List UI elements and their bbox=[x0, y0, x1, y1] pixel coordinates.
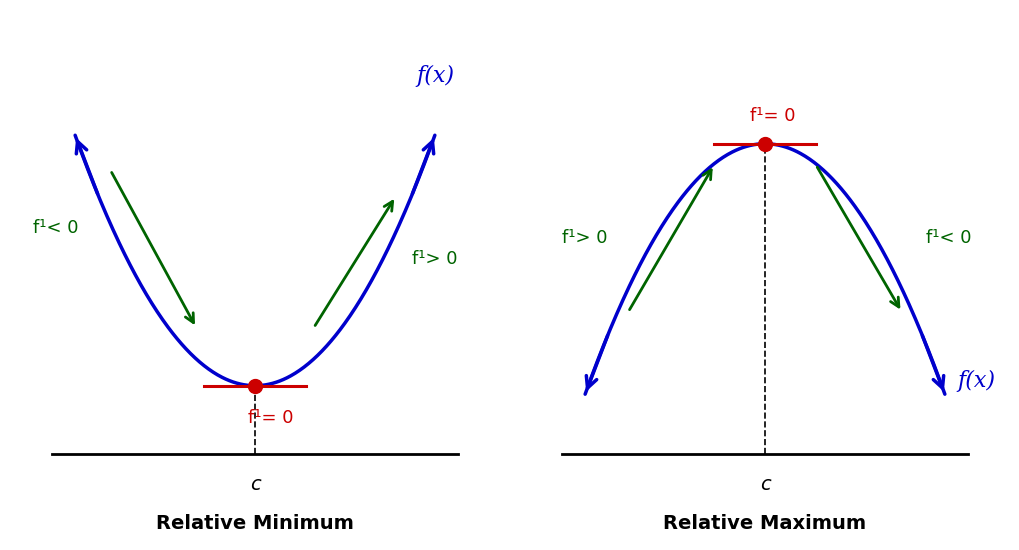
Text: f¹= 0: f¹= 0 bbox=[248, 409, 293, 427]
Text: f¹= 0: f¹= 0 bbox=[749, 107, 795, 125]
Text: Relative Minimum: Relative Minimum bbox=[156, 514, 354, 533]
Text: f¹> 0: f¹> 0 bbox=[561, 229, 607, 248]
Text: f¹> 0: f¹> 0 bbox=[412, 250, 458, 268]
Text: f¹< 0: f¹< 0 bbox=[925, 229, 970, 248]
Text: f(x): f(x) bbox=[416, 65, 454, 87]
Text: f¹< 0: f¹< 0 bbox=[33, 219, 78, 237]
Text: Relative Maximum: Relative Maximum bbox=[662, 514, 866, 533]
Text: f(x): f(x) bbox=[956, 370, 995, 392]
Text: c: c bbox=[250, 475, 260, 494]
Text: c: c bbox=[759, 475, 769, 494]
